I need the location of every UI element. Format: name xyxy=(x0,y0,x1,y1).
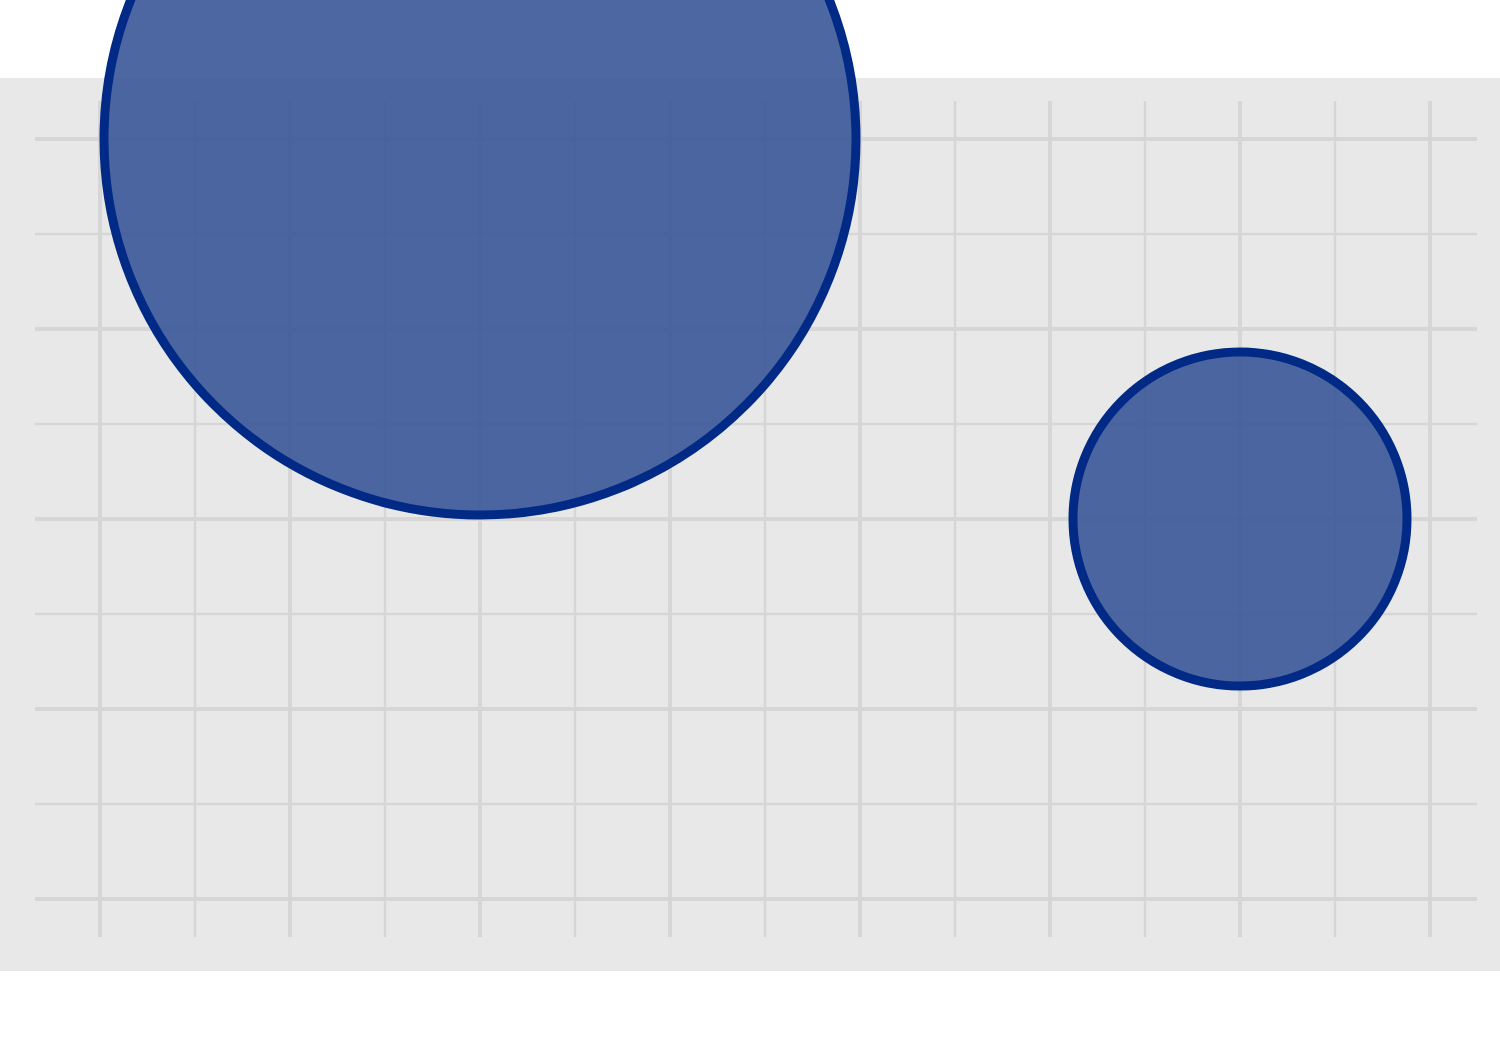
data-points xyxy=(99,0,1412,691)
data-point-circle-2 xyxy=(1068,347,1412,691)
data-point-circle-1 xyxy=(99,0,861,520)
